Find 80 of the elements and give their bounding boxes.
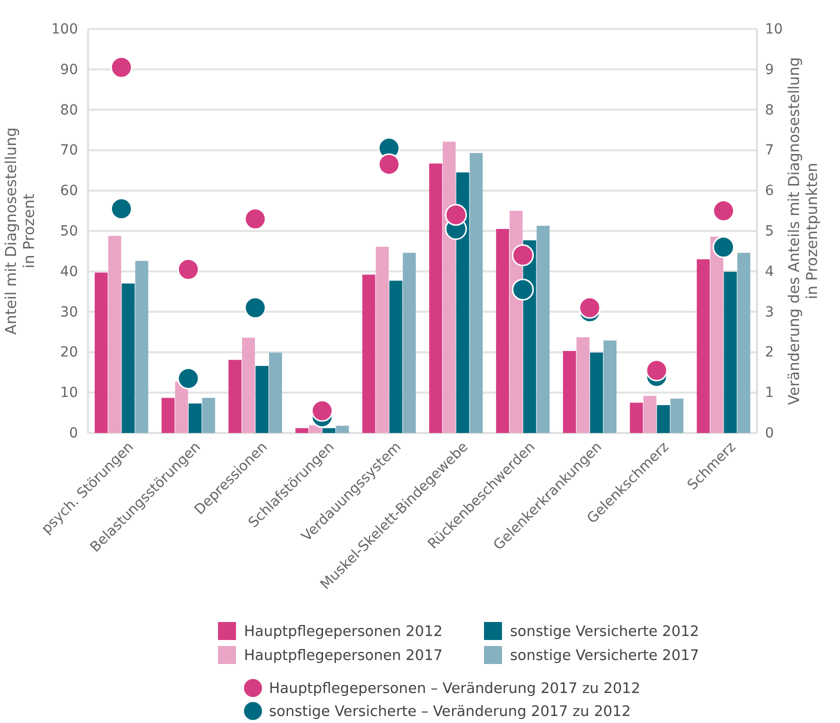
bar bbox=[656, 405, 670, 433]
bar bbox=[604, 340, 617, 433]
bar bbox=[470, 153, 483, 433]
y-tick-label: 60 bbox=[60, 183, 78, 200]
bar bbox=[429, 164, 442, 433]
bar bbox=[737, 252, 750, 433]
bar bbox=[175, 382, 188, 433]
legend-label: sonstige Versicherte 2017 bbox=[510, 648, 700, 664]
point bbox=[512, 278, 534, 301]
bar bbox=[295, 428, 308, 433]
bar bbox=[442, 142, 456, 433]
bar bbox=[336, 426, 349, 433]
point bbox=[177, 258, 200, 280]
point bbox=[244, 208, 266, 230]
y2-tick-label: 3 bbox=[765, 304, 774, 320]
y2-tick-label: 7 bbox=[765, 142, 774, 159]
y-tick-label: 30 bbox=[60, 304, 78, 320]
bar bbox=[108, 236, 122, 433]
bar bbox=[94, 272, 108, 433]
y2-tick-label: 5 bbox=[765, 223, 774, 240]
point bbox=[110, 56, 132, 78]
y2-tick-label: 0 bbox=[765, 425, 774, 442]
y-tick-label: 20 bbox=[60, 344, 78, 361]
bar bbox=[202, 398, 216, 433]
y-axis-title: Anteil mit Diagnosestellung in Prozent bbox=[2, 127, 38, 335]
bar bbox=[670, 398, 684, 433]
point bbox=[110, 198, 132, 220]
bar bbox=[135, 260, 148, 433]
bar bbox=[256, 366, 268, 433]
y-tick-label: 100 bbox=[51, 21, 78, 38]
bar bbox=[496, 228, 510, 433]
bar bbox=[242, 338, 255, 433]
bar bbox=[162, 398, 175, 433]
bar bbox=[389, 280, 402, 433]
bar bbox=[643, 396, 656, 433]
y-tick-label: 90 bbox=[60, 62, 78, 78]
point bbox=[444, 204, 467, 226]
point bbox=[378, 153, 400, 176]
point bbox=[311, 400, 334, 422]
point bbox=[712, 200, 735, 222]
point bbox=[578, 296, 601, 319]
bar bbox=[536, 226, 550, 433]
y-tick-label: 40 bbox=[60, 264, 78, 280]
y-tick-label: 50 bbox=[60, 223, 78, 240]
bar bbox=[376, 246, 389, 433]
bar bbox=[696, 259, 710, 433]
legend-label: Hauptpflegepersonen – Veränderung 2017 zu 2012 bbox=[269, 681, 640, 697]
bar bbox=[710, 236, 724, 433]
y2-tick-label: 6 bbox=[765, 183, 774, 200]
bar bbox=[228, 360, 242, 433]
legend-label: Hauptpflegepersonen 2012 bbox=[244, 624, 443, 640]
bar bbox=[188, 404, 202, 433]
bar bbox=[590, 352, 603, 433]
y2-axis-title: Veränderung des Anteils mit Diagnosestellung in Prozentpunkten bbox=[785, 57, 821, 405]
bar bbox=[724, 272, 737, 433]
y2-tick-label: 4 bbox=[765, 264, 774, 280]
legend-label: sonstige Versicherte – Veränderung 2017 zu 2012 bbox=[269, 704, 631, 720]
y2-tick-label: 9 bbox=[765, 62, 774, 78]
bar bbox=[402, 252, 416, 433]
y2-tick-label: 8 bbox=[765, 102, 774, 118]
bar bbox=[362, 274, 376, 433]
point bbox=[244, 296, 266, 319]
bar bbox=[269, 352, 282, 433]
point bbox=[512, 244, 534, 266]
point bbox=[177, 367, 200, 390]
y2-tick-label: 2 bbox=[765, 344, 774, 361]
y-tick-label: 80 bbox=[60, 102, 78, 118]
y2-tick-label: 10 bbox=[765, 21, 783, 38]
bar bbox=[122, 284, 135, 433]
bar bbox=[562, 350, 576, 433]
y-tick-label: 10 bbox=[60, 385, 78, 402]
legend-label: sonstige Versicherte 2012 bbox=[510, 624, 700, 640]
y-tick-label: 70 bbox=[60, 142, 78, 159]
legend-label: Hauptpflegepersonen 2017 bbox=[244, 648, 443, 664]
y2-tick-label: 1 bbox=[765, 385, 774, 402]
point bbox=[712, 236, 735, 258]
point bbox=[646, 359, 668, 382]
bar bbox=[576, 337, 590, 433]
y-tick-label: 0 bbox=[69, 425, 78, 442]
bar bbox=[630, 402, 643, 433]
